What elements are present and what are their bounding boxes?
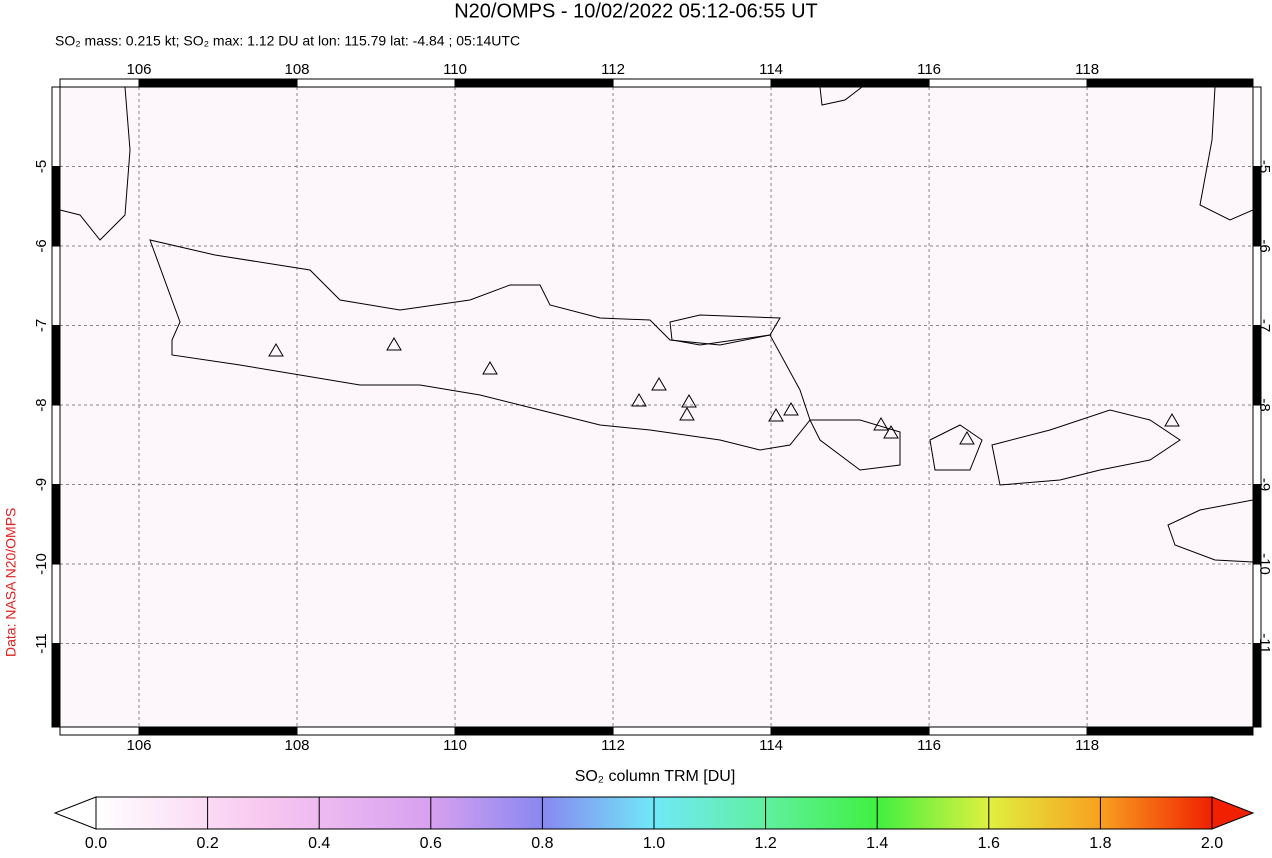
colorbar-tick-label: 0.0 xyxy=(85,835,107,852)
y-tick-label-left: -11 xyxy=(33,633,50,654)
frame-bar xyxy=(296,726,456,736)
frame-bar xyxy=(51,563,61,645)
x-tick-label-top: 108 xyxy=(285,61,310,78)
frame-bar xyxy=(1252,245,1262,327)
frame-bar xyxy=(138,78,298,88)
frame-bar xyxy=(59,78,140,88)
coastlines xyxy=(60,87,1253,563)
frame-bar xyxy=(59,726,140,736)
frame-bar xyxy=(1086,726,1254,736)
map-background xyxy=(60,87,1253,727)
y-tick-label-right: -6 xyxy=(1256,239,1272,252)
frame-bar xyxy=(51,245,61,327)
colorbar-tick-label: 1.2 xyxy=(754,835,776,852)
coast-borneo-east xyxy=(1199,87,1253,221)
frame-bar xyxy=(770,726,930,736)
y-tick-label-left: -8 xyxy=(33,398,50,411)
y-tick-label-right: -10 xyxy=(1256,553,1272,575)
credit: Data: NASA N20/OMPS xyxy=(3,508,19,657)
colorbar-tick-label: 1.8 xyxy=(1089,835,1111,852)
coast-lombok xyxy=(929,424,983,471)
frame-bar xyxy=(51,86,61,168)
coast-kalimantan xyxy=(819,87,863,106)
frame-bar xyxy=(51,643,61,728)
coast-sumatra xyxy=(60,87,131,241)
frame-bar xyxy=(51,166,61,247)
frame-ticks xyxy=(51,78,1262,736)
x-tick-label-bottom: 114 xyxy=(759,737,783,754)
x-tick-label-bottom: 108 xyxy=(285,737,310,754)
y-tick-label-left: -6 xyxy=(33,239,50,252)
colorbar-tick-label: 1.4 xyxy=(866,835,888,852)
frame-bar xyxy=(1252,563,1262,645)
colorbar-tick-label: 1.0 xyxy=(643,835,665,852)
frame-bar xyxy=(1252,325,1262,406)
y-tick-label-right: -8 xyxy=(1256,398,1272,411)
frame-bar xyxy=(612,78,772,88)
title: N20/OMPS - 10/02/2022 05:12-06:55 UT xyxy=(454,0,818,22)
colorbar-tick-label: 2.0 xyxy=(1201,835,1223,852)
x-tick-label-top: 106 xyxy=(126,61,151,78)
y-tick-label-right: -7 xyxy=(1256,319,1272,332)
frame-bar xyxy=(928,726,1088,736)
grid xyxy=(60,87,1253,727)
x-tick-label-top: 112 xyxy=(601,61,625,78)
frame-bar xyxy=(1252,166,1262,247)
x-tick-label-top: 118 xyxy=(1075,61,1099,78)
coast-sumbawa xyxy=(991,409,1181,486)
frame-bar xyxy=(51,325,61,406)
frame-bar xyxy=(770,78,930,88)
y-tick-label-right: -5 xyxy=(1256,160,1272,173)
colorbar-under xyxy=(53,796,97,830)
frame-bar xyxy=(296,78,456,88)
frame-bar xyxy=(928,78,1088,88)
colorbar-label: SO₂ column TRM [DU] xyxy=(575,768,736,785)
y-tick-label-left: -10 xyxy=(33,553,50,575)
frame-bar xyxy=(138,726,298,736)
frame-bar xyxy=(1252,86,1262,168)
colorbar-tick-label: 0.4 xyxy=(308,835,330,852)
coast-flores xyxy=(1167,499,1253,563)
frame-bar xyxy=(51,484,61,565)
x-tick-label-bottom: 116 xyxy=(917,737,941,754)
frame-bar xyxy=(1252,484,1262,565)
coast-bali xyxy=(809,419,901,471)
colorbar-over xyxy=(1211,796,1255,830)
y-tick-label-left: -9 xyxy=(33,478,50,491)
x-tick-label-bottom: 112 xyxy=(601,737,625,754)
frame-bar xyxy=(612,726,772,736)
colorbar-tick-label: 1.6 xyxy=(978,835,1000,852)
colorbar-tick-label: 0.6 xyxy=(420,835,442,852)
frame-bar xyxy=(1086,78,1254,88)
x-tick-label-top: 114 xyxy=(759,61,783,78)
frame-bar xyxy=(51,404,61,486)
y-tick-label-left: -5 xyxy=(33,160,50,173)
volcano xyxy=(268,337,1180,445)
frame-bar xyxy=(1252,643,1262,728)
y-tick-label-left: -7 xyxy=(33,319,50,332)
frame-bar xyxy=(454,78,614,88)
frame-bar xyxy=(454,726,614,736)
colorbar-tick-label: 0.2 xyxy=(196,835,218,852)
volcanoes xyxy=(268,337,1180,445)
x-tick-label-top: 110 xyxy=(443,61,467,78)
x-tick-label-bottom: 106 xyxy=(126,737,151,754)
subtitle: SO₂ mass: 0.215 kt; SO₂ max: 1.12 DU at … xyxy=(55,33,520,49)
coast-madura xyxy=(669,314,781,346)
x-tick-label-bottom: 110 xyxy=(443,737,467,754)
colorbar-tick-label: 0.8 xyxy=(531,835,553,852)
frame-bar xyxy=(1252,404,1262,486)
x-tick-label-top: 116 xyxy=(917,61,941,78)
x-tick-label-bottom: 118 xyxy=(1075,737,1099,754)
y-tick-label-right: -11 xyxy=(1256,633,1272,654)
y-tick-label-right: -9 xyxy=(1256,478,1272,491)
